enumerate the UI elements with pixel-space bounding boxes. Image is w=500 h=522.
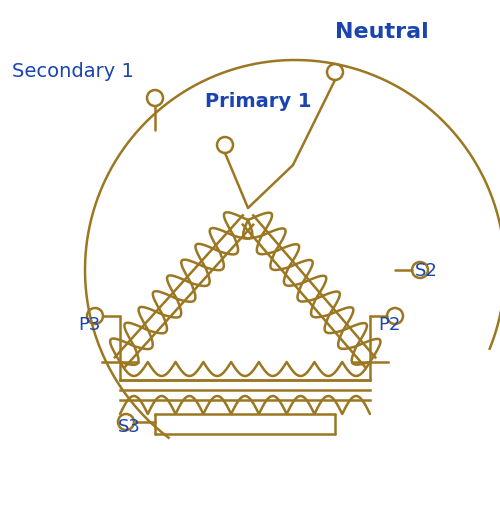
Text: Secondary 1: Secondary 1 — [12, 62, 134, 81]
Text: P2: P2 — [378, 316, 400, 334]
Text: Neutral: Neutral — [335, 22, 429, 42]
Text: S2: S2 — [415, 262, 438, 280]
Text: P3: P3 — [78, 316, 100, 334]
Text: Primary 1: Primary 1 — [205, 92, 312, 111]
Text: S3: S3 — [118, 418, 141, 436]
